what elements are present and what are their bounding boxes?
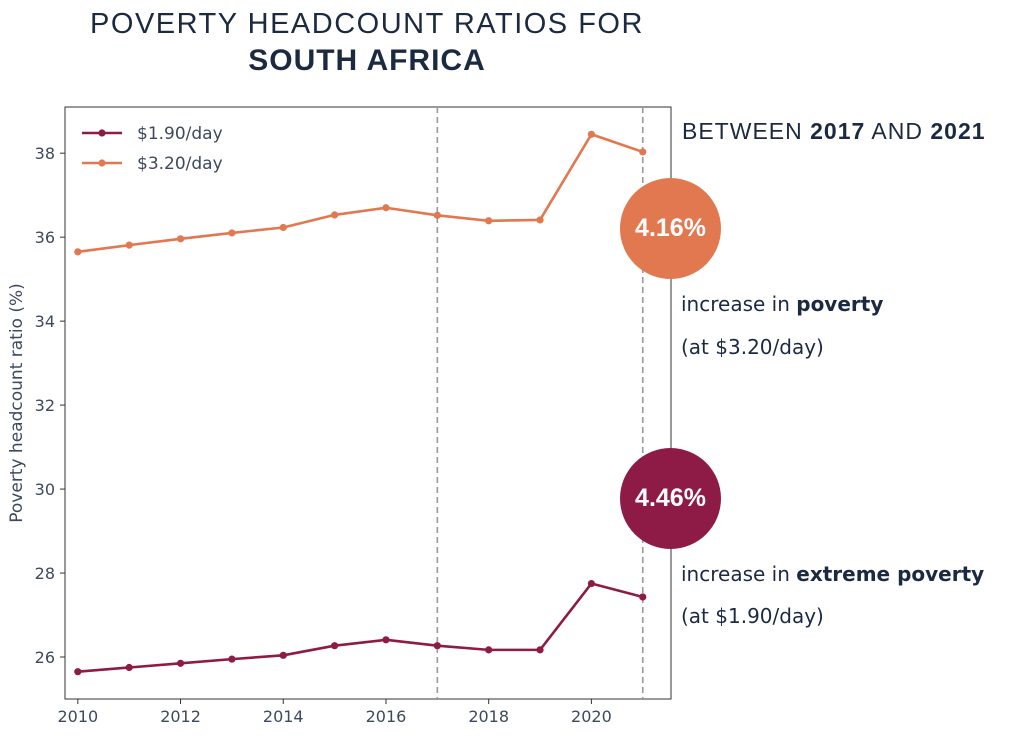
data-point (74, 248, 82, 256)
data-point (125, 663, 133, 672)
poverty-caption-bold: poverty (796, 292, 884, 316)
plot-area-frame (64, 106, 672, 700)
annotation-year-end: 2021 (930, 118, 986, 144)
x-tick-label: 2010 (57, 707, 98, 726)
data-point (176, 659, 185, 667)
x-tick-label: 2018 (468, 707, 509, 726)
extreme-poverty-increase-badge: 4.46% (620, 448, 721, 549)
y-axis-label: Poverty headcount ratio (%) (7, 283, 27, 523)
annotation-heading-mid: AND (865, 118, 931, 144)
data-point (382, 636, 390, 644)
x-tick-label: 2014 (263, 707, 304, 726)
data-point (331, 211, 339, 219)
poverty-caption-prefix: increase in (681, 292, 797, 316)
extreme-poverty-increase-caption: increase in extreme poverty (681, 562, 984, 586)
data-point (279, 223, 287, 232)
annotation-heading: BETWEEN 2017 AND 2021 (682, 118, 986, 145)
extreme-caption-prefix: increase in (681, 562, 797, 586)
chart-title-line2: SOUTH AFRICA (248, 44, 486, 77)
annotation-heading-prefix: BETWEEN (682, 118, 811, 144)
data-point (433, 211, 441, 219)
data-point (74, 668, 82, 676)
y-tick-label: 30 (35, 480, 55, 499)
x-tick-label: 2016 (366, 707, 407, 726)
data-point (382, 204, 390, 212)
series-line-extreme-poverty (77, 582, 644, 674)
y-tick-label: 38 (35, 144, 55, 163)
legend-label: $3.20/day (137, 154, 223, 174)
y-tick-label: 36 (35, 228, 55, 247)
data-point (331, 642, 339, 650)
y-tick-label: 28 (35, 564, 55, 583)
y-tick-label: 34 (35, 312, 55, 331)
annotation-year-start: 2017 (810, 118, 866, 144)
data-point (587, 579, 595, 588)
data-point (639, 593, 647, 601)
data-point (485, 646, 493, 654)
extreme-poverty-increase-value: 4.46% (635, 484, 706, 512)
extreme-caption-bold: extreme poverty (796, 562, 985, 586)
poverty-increase-caption: increase in poverty (681, 292, 883, 316)
y-tick-label: 26 (35, 648, 55, 667)
extreme-poverty-line-note: (at $1.90/day) (681, 604, 824, 628)
data-point (536, 216, 544, 224)
legend-marker (98, 129, 106, 137)
poverty-line-note: (at $3.20/day) (681, 335, 824, 359)
data-point (587, 130, 595, 138)
x-tick-label: 2012 (160, 707, 201, 726)
data-point (639, 148, 647, 156)
legend-marker (98, 159, 106, 167)
series-line-poverty (77, 132, 644, 254)
chart-title-line1: POVERTY HEADCOUNT RATIOS FOR (90, 8, 644, 40)
data-point (176, 235, 185, 243)
data-point (279, 651, 287, 659)
data-point (536, 646, 544, 654)
y-tick-label: 32 (35, 396, 55, 415)
data-point (228, 229, 236, 237)
poverty-increase-badge: 4.16% (620, 178, 721, 279)
data-point (433, 642, 441, 650)
data-point (228, 655, 236, 663)
poverty-increase-value: 4.16% (635, 214, 706, 242)
x-tick-label: 2020 (571, 707, 612, 726)
data-point (125, 241, 133, 249)
data-point (485, 217, 493, 225)
legend-label: $1.90/day (137, 124, 223, 144)
